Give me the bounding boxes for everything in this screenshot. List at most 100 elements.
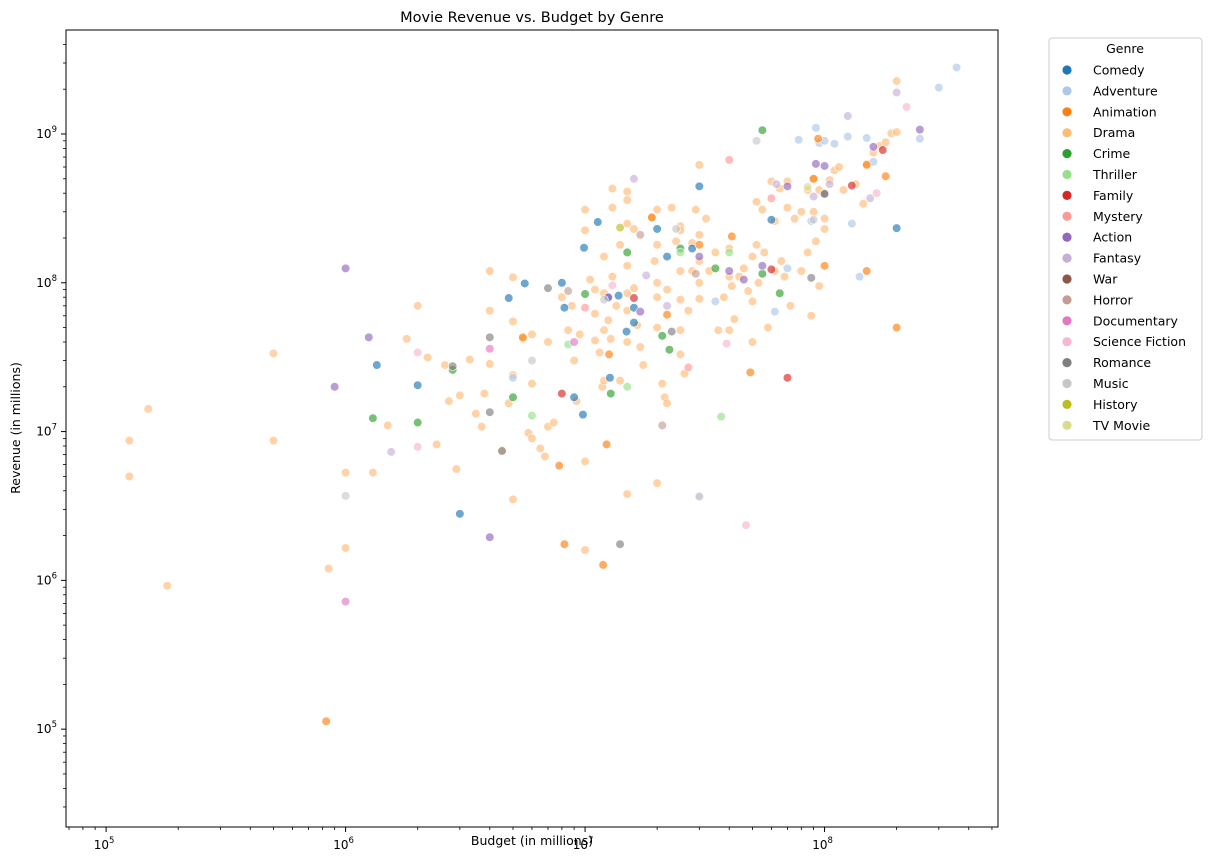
point-drama <box>691 205 701 215</box>
point-drama <box>881 137 891 147</box>
point-adventure <box>952 62 962 73</box>
point-adventure <box>843 132 853 142</box>
point-science-fiction <box>741 520 751 530</box>
point-animation <box>862 160 872 170</box>
point-drama <box>638 360 648 370</box>
point-drama <box>892 127 902 137</box>
point-horror <box>657 420 667 431</box>
point-drama <box>590 309 600 319</box>
point-fantasy <box>386 447 396 457</box>
legend-marker-horror <box>1062 295 1072 305</box>
point-drama <box>340 468 351 478</box>
point-adventure <box>508 373 518 383</box>
point-animation <box>662 310 672 320</box>
point-drama <box>763 322 773 333</box>
point-drama <box>785 301 795 311</box>
point-drama <box>485 266 495 276</box>
legend-label-romance: Romance <box>1093 355 1151 370</box>
point-animation <box>598 560 608 570</box>
point-drama <box>729 314 739 324</box>
point-drama <box>590 335 600 346</box>
point-drama <box>162 581 172 591</box>
point-drama <box>838 185 849 195</box>
point-drama <box>543 337 553 347</box>
point-drama <box>635 342 645 352</box>
point-drama <box>471 409 481 419</box>
point-adventure <box>770 307 780 317</box>
point-fantasy <box>662 301 672 311</box>
legend-marker-tv-movie <box>1062 420 1072 430</box>
legend-label-adventure: Adventure <box>1093 83 1158 98</box>
point-animation <box>813 134 823 144</box>
point-drama <box>629 224 639 234</box>
point-drama <box>622 489 632 499</box>
point-action <box>330 382 340 392</box>
point-drama <box>694 294 704 304</box>
point-adventure <box>811 123 821 133</box>
point-drama <box>268 435 279 446</box>
point-drama <box>607 203 617 213</box>
legend-marker-animation <box>1062 107 1072 117</box>
tick-label: 108 <box>36 274 57 290</box>
point-drama <box>124 471 134 481</box>
point-fantasy <box>771 179 782 189</box>
legend-marker-drama <box>1062 128 1072 138</box>
point-drama <box>455 390 465 401</box>
point-crime <box>775 288 785 298</box>
point-drama <box>535 443 545 454</box>
point-animation <box>892 322 902 333</box>
legend-title: Genre <box>1106 41 1144 56</box>
point-drama <box>622 218 632 229</box>
legend-marker-adventure <box>1062 86 1072 96</box>
point-drama <box>508 316 518 327</box>
point-action <box>868 142 879 152</box>
point-drama <box>652 240 662 250</box>
point-drama <box>603 315 613 325</box>
point-history <box>615 222 625 233</box>
legend-label-documentary: Documentary <box>1093 313 1179 328</box>
point-drama <box>563 325 573 335</box>
point-comedy <box>629 318 639 328</box>
point-fantasy <box>892 87 902 98</box>
point-drama <box>652 292 662 302</box>
point-crime <box>757 125 767 135</box>
point-drama <box>580 205 590 215</box>
point-drama <box>803 247 813 258</box>
point-drama <box>485 359 495 369</box>
point-drama <box>477 422 487 432</box>
point-drama <box>629 283 639 293</box>
point-drama <box>268 348 279 359</box>
point-romance <box>497 446 507 456</box>
point-comedy <box>621 326 632 337</box>
point-drama <box>675 266 685 276</box>
chart-title: Movie Revenue vs. Budget by Genre <box>400 10 664 26</box>
point-drama <box>743 286 753 296</box>
point-fantasy <box>808 191 819 202</box>
point-animation <box>518 332 528 342</box>
axis-layer: 105 106 107 108 105 106 107 108 109 <box>36 44 993 852</box>
point-fantasy <box>629 174 639 184</box>
point-drama <box>814 281 824 291</box>
point-drama <box>819 224 830 234</box>
point-drama <box>607 272 617 282</box>
point-mystery <box>683 362 693 373</box>
point-mystery <box>580 303 590 313</box>
point-drama <box>413 301 423 311</box>
point-animation <box>601 439 612 450</box>
point-comedy <box>593 217 603 227</box>
point-drama <box>710 247 720 258</box>
point-drama <box>652 278 662 288</box>
point-drama <box>599 251 609 262</box>
point-action <box>340 263 351 273</box>
point-drama <box>143 404 153 414</box>
point-family <box>847 181 857 191</box>
point-animation <box>727 231 737 241</box>
point-science-fiction <box>413 442 423 452</box>
point-tv-movie <box>803 182 813 192</box>
legend: Genre Comedy Adventure Animation Drama Crime… <box>1048 37 1203 441</box>
point-action <box>782 181 793 191</box>
point-drama <box>607 183 617 194</box>
point-comedy <box>579 243 589 253</box>
point-action <box>694 251 704 262</box>
point-drama <box>858 199 868 209</box>
